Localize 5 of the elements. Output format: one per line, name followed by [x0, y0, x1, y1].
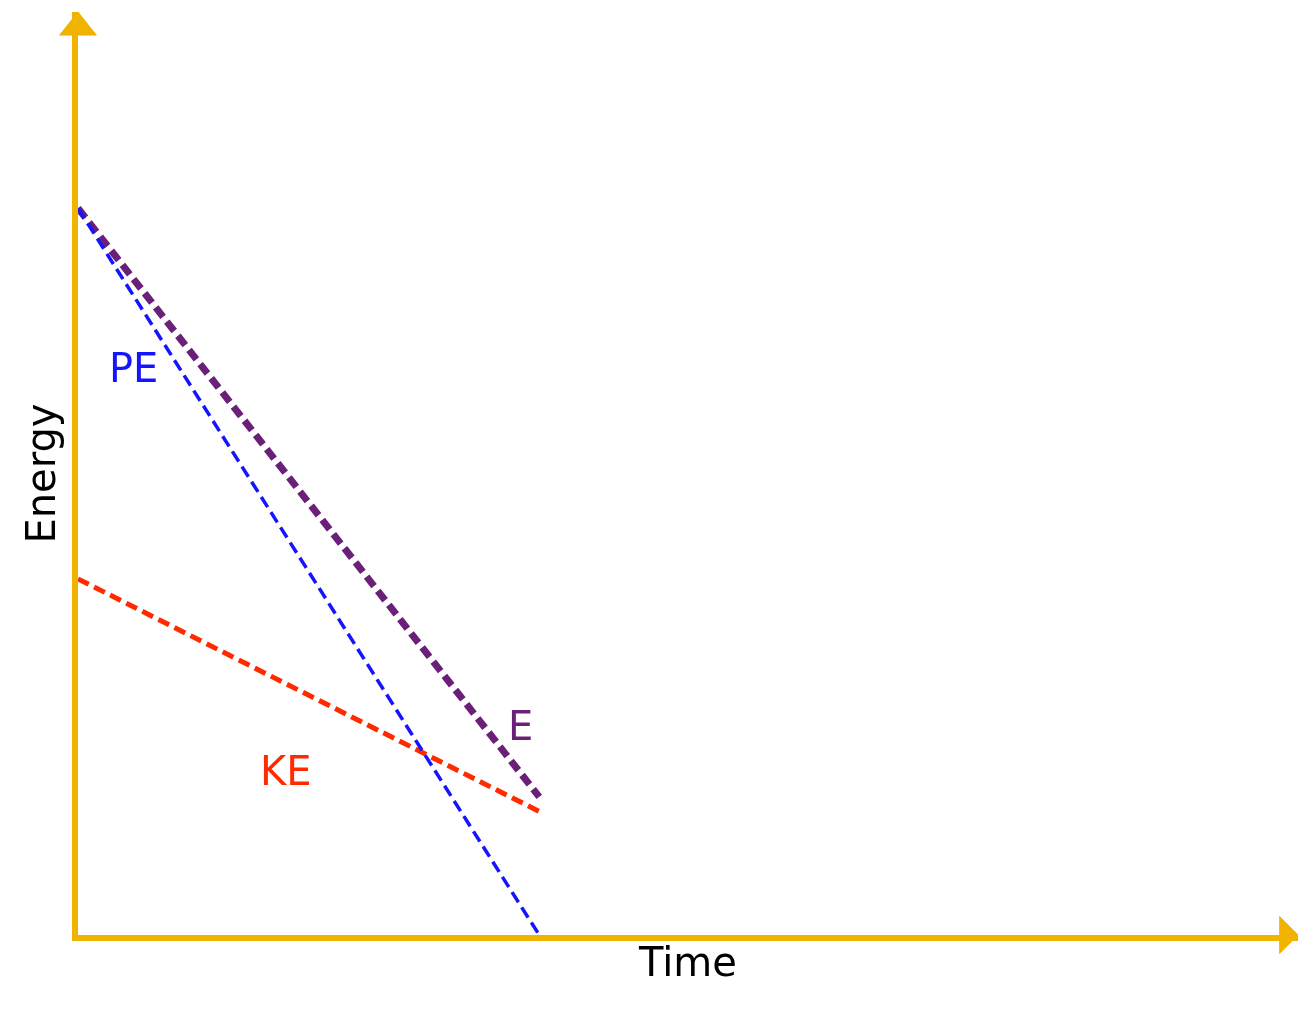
- y-axis-title: Energy: [18, 403, 64, 544]
- series-label: E: [508, 703, 534, 749]
- series-label: PE: [109, 345, 159, 391]
- x-axis-title: Time: [638, 939, 737, 985]
- series-label: KE: [260, 748, 312, 794]
